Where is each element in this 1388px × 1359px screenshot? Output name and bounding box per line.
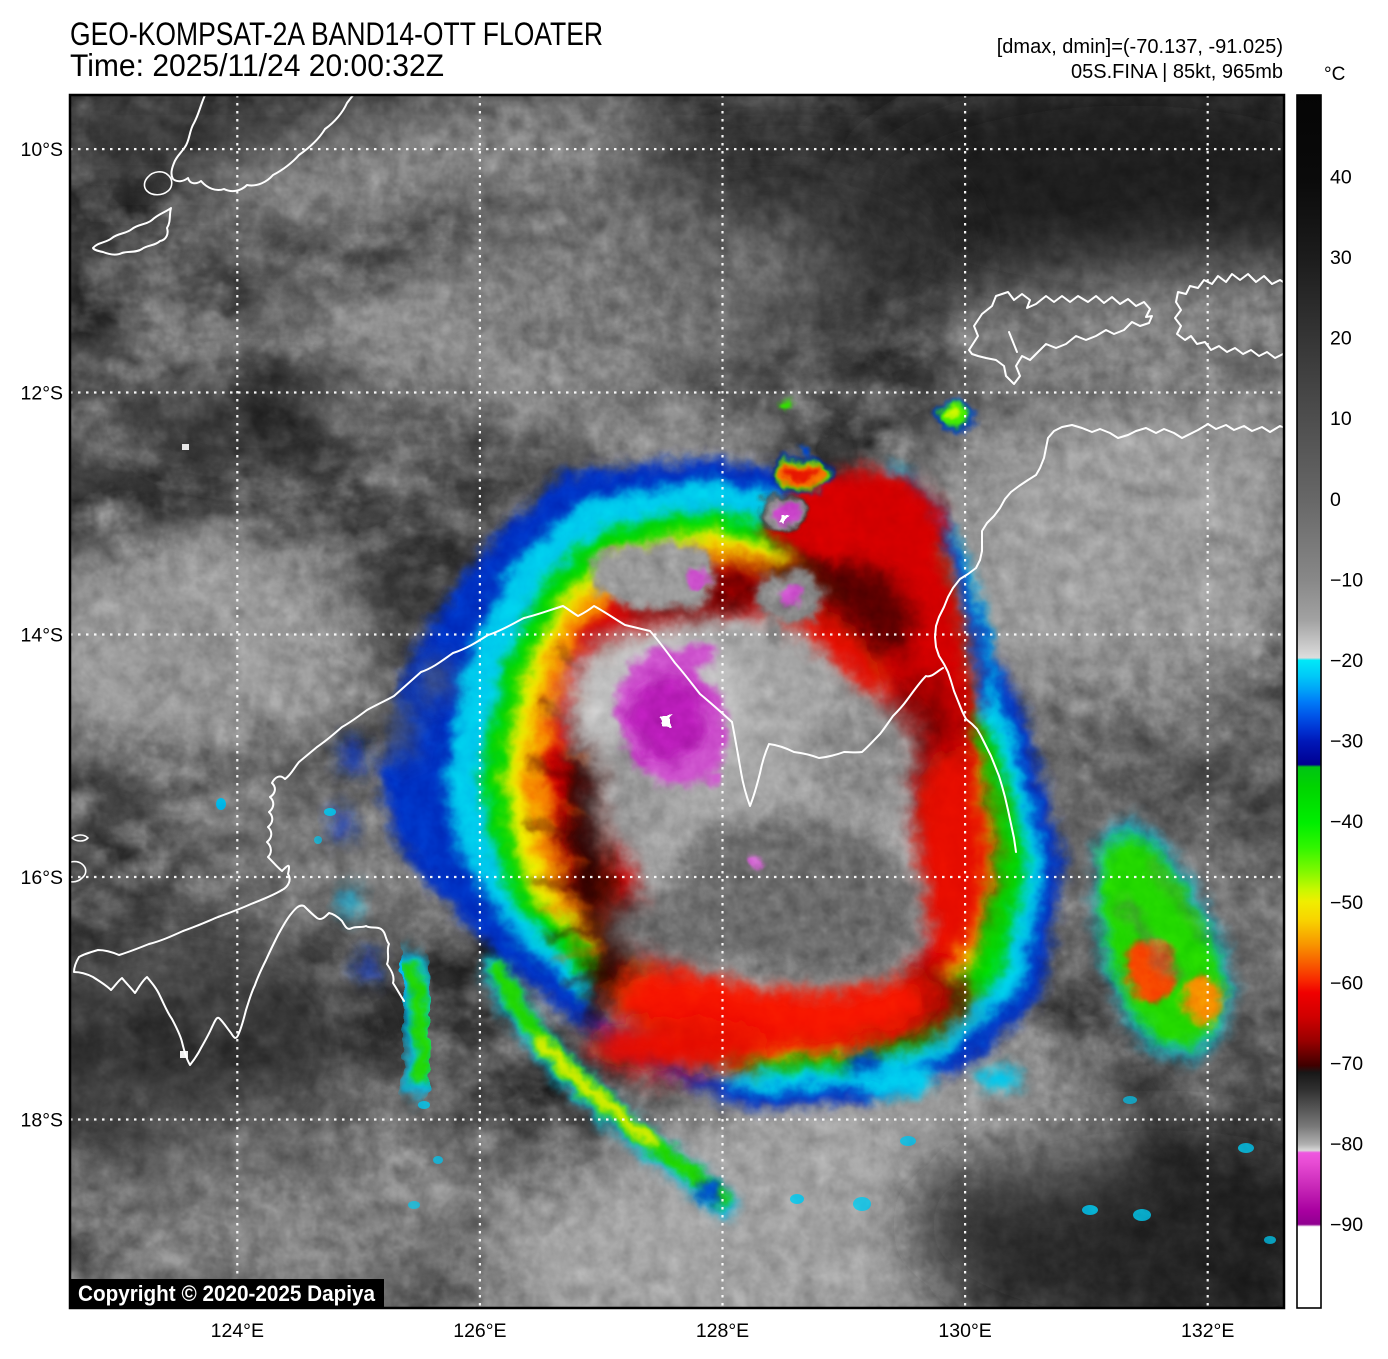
svg-text:20: 20 [1330,328,1352,350]
svg-text:12°S: 12°S [21,383,64,405]
svg-text:10: 10 [1330,408,1352,430]
svg-text:132°E: 132°E [1181,1320,1234,1342]
svg-text:−20: −20 [1330,650,1363,672]
svg-text:[dmax, dmin]=(-70.137, -91.025: [dmax, dmin]=(-70.137, -91.025) [997,36,1283,58]
svg-text:GEO-KOMPSAT-2A BAND14-OTT FLOA: GEO-KOMPSAT-2A BAND14-OTT FLOATER [70,16,603,52]
svg-text:10°S: 10°S [21,139,64,161]
svg-text:−50: −50 [1330,892,1363,914]
svg-text:30: 30 [1330,247,1352,269]
svg-text:−80: −80 [1330,1134,1363,1156]
svg-text:−60: −60 [1330,973,1363,995]
svg-text:130°E: 130°E [938,1320,991,1342]
svg-text:128°E: 128°E [696,1320,749,1342]
svg-text:−70: −70 [1330,1053,1363,1075]
svg-text:−10: −10 [1330,570,1363,592]
svg-text:°C: °C [1324,64,1345,85]
svg-text:Time: 2025/11/24 20:00:32Z: Time: 2025/11/24 20:00:32Z [70,47,444,83]
svg-text:0: 0 [1330,489,1341,511]
svg-text:05S.FINA | 85kt, 965mb: 05S.FINA | 85kt, 965mb [1071,61,1283,83]
svg-text:18°S: 18°S [21,1110,64,1132]
svg-text:40: 40 [1330,167,1352,189]
svg-text:16°S: 16°S [21,867,64,889]
svg-text:14°S: 14°S [21,625,64,647]
svg-text:−40: −40 [1330,811,1363,833]
svg-text:−30: −30 [1330,731,1363,753]
svg-text:Copyright © 2020-2025 Dapiya: Copyright © 2020-2025 Dapiya [78,1281,376,1306]
svg-text:126°E: 126°E [453,1320,506,1342]
svg-text:−90: −90 [1330,1214,1363,1236]
svg-text:124°E: 124°E [211,1320,264,1342]
